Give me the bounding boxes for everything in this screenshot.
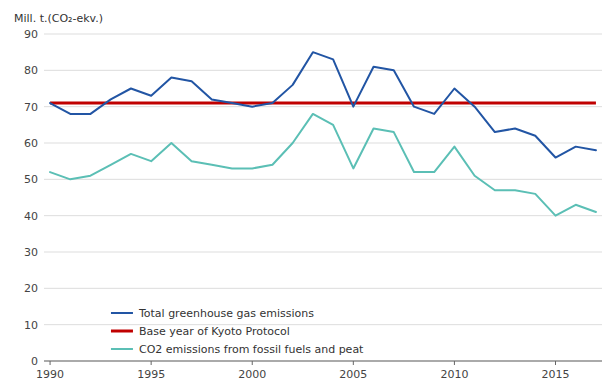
reference-line [50,102,596,105]
x-tick-label: 1990 [36,368,64,381]
grid-line [44,252,602,253]
x-tick [353,361,354,365]
y-tick-label: 0 [31,355,38,368]
series-line [50,114,596,216]
x-tick-label: 2015 [542,368,570,381]
y-tick-label: 40 [24,210,38,223]
y-tick-label: 10 [24,319,38,332]
grid-line [44,179,602,180]
y-tick-label: 30 [24,246,38,259]
grid-line [44,361,602,362]
x-tick [555,361,556,365]
x-tick [151,361,152,365]
legend: Total greenhouse gas emissions Base year … [111,307,364,356]
x-tick-label: 1995 [137,368,165,381]
y-tick-label: 20 [24,282,38,295]
grid-line [44,34,602,35]
x-tick-label: 2010 [440,368,468,381]
grid-line [44,288,602,289]
x-tick [252,361,253,365]
y-axis-label: Mill. t.(CO₂-ekv.) [14,12,103,25]
grid-line [44,70,602,71]
y-tick-label: 90 [24,28,38,41]
grid-line [44,106,602,107]
x-tick [50,361,51,365]
chart: 0 10 20 30 40 50 60 70 80 90 1990 1995 2000 2005 2010 2… [0,0,616,391]
plot-area [50,52,596,216]
y-tick-label: 70 [24,101,38,114]
legend-label: Total greenhouse gas emissions [138,307,314,320]
y-tick-label: 60 [24,137,38,150]
x-axis: 1990 1995 2000 2005 2010 2015 [36,361,602,381]
y-tick-label: 80 [24,64,38,77]
legend-swatch [111,330,133,333]
y-tick-label: 50 [24,173,38,186]
series-line [50,52,596,157]
legend-label: Base year of Kyoto Protocol [139,325,290,338]
x-tick-label: 2000 [238,368,266,381]
legend-label: CO2 emissions from fossil fuels and peat [139,343,364,356]
legend-swatch [111,348,133,350]
y-axis: 0 10 20 30 40 50 60 70 80 90 [24,28,602,368]
grid-line [44,143,602,144]
x-axis-line [44,361,602,362]
grid-line [44,215,602,216]
legend-swatch [111,312,133,314]
x-tick-label: 2005 [339,368,367,381]
x-tick [454,361,455,365]
grid-line [44,324,602,325]
